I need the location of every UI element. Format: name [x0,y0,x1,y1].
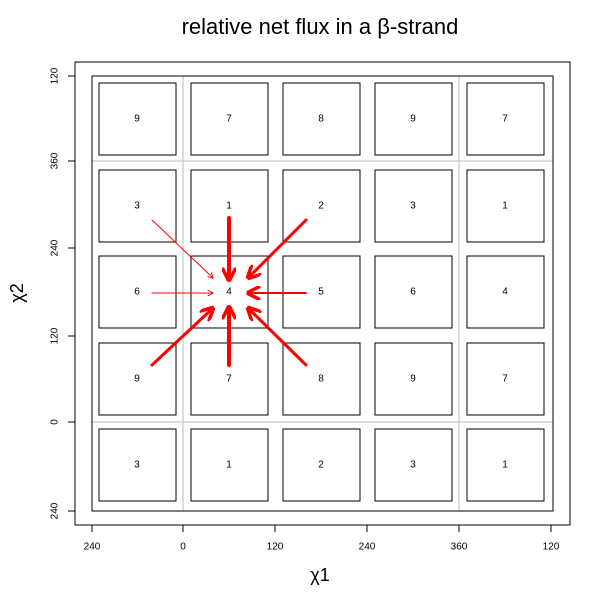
y-tick-label: 0 [50,419,61,425]
inner-frame [91,75,554,512]
flux-arrows [150,216,308,367]
cell-value: 9 [410,114,416,125]
cell-value: 4 [226,287,232,298]
cell-value: 3 [134,460,140,471]
x-tick-label: 120 [267,542,284,553]
cell-value: 1 [226,201,232,212]
arrow [248,308,308,367]
y-label: χ2 [7,283,27,302]
x-tick-label: 120 [543,542,560,553]
arrow [150,308,213,367]
arrow [248,218,308,278]
cell [374,255,453,329]
y-tick-label: 240 [50,502,61,519]
cell-value: 3 [134,201,140,212]
cell [190,428,269,502]
x-tick-label: 240 [359,542,376,553]
cell [374,82,453,156]
cell [282,342,361,416]
cell-value: 9 [410,374,416,385]
cell-value: 9 [134,114,140,125]
cell [98,82,177,156]
y-tick-label: 360 [50,152,61,169]
cell [282,428,361,502]
cell-value: 4 [502,287,508,298]
x-tick-label: 240 [84,542,101,553]
cell-value: 8 [318,114,324,125]
cell-value: 7 [226,374,232,385]
cell [466,255,545,329]
cell [98,428,177,502]
cell [466,428,545,502]
cell [98,255,177,329]
cell [466,169,545,243]
cell-value: 7 [502,374,508,385]
cell-value: 5 [318,287,324,298]
cell-value: 1 [226,460,232,471]
y-tick-label: 120 [50,327,61,344]
cell-value: 2 [318,201,324,212]
cell-value: 7 [226,114,232,125]
title: relative net flux in a β-strand [182,14,459,39]
cell [190,82,269,156]
arrow [151,219,213,278]
cell [466,82,545,156]
cell-value: 1 [502,201,508,212]
cell-value: 1 [502,460,508,471]
cell-value: 3 [410,201,416,212]
cell [374,169,453,243]
cell [374,428,453,502]
x-tick-label: 360 [451,542,468,553]
cell-value: 3 [410,460,416,471]
cell [466,342,545,416]
cell-value: 6 [410,287,416,298]
y-tick-label: 120 [50,67,61,84]
plot-frame [74,61,571,526]
cells: 9 7 8 9 7 3 1 2 3 1 6 4 5 6 4 9 7 8 9 7 3 1 2 3 1 [98,82,545,502]
cell-value: 8 [318,374,324,385]
x-tick-label: 0 [180,542,186,553]
cell [282,82,361,156]
x-label: χ1 [310,565,329,585]
cell-value: 7 [502,114,508,125]
cell [374,342,453,416]
cell-value: 6 [134,287,140,298]
y-tick-label: 240 [50,239,61,256]
cell-value: 2 [318,460,324,471]
cell-value: 9 [134,374,140,385]
